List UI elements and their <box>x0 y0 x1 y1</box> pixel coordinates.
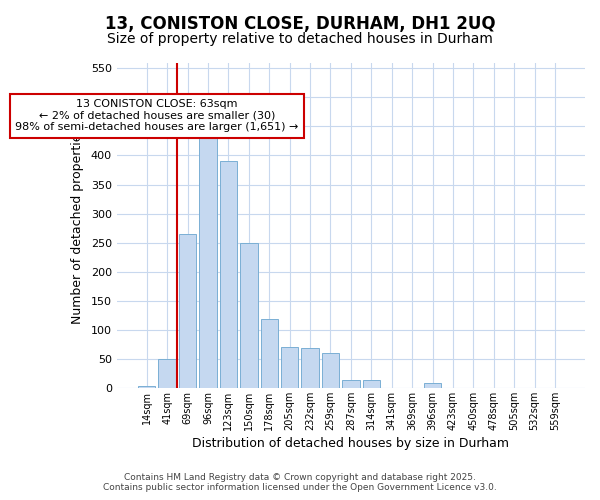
Bar <box>322 353 339 388</box>
Bar <box>179 234 196 388</box>
Bar <box>220 162 237 388</box>
Bar <box>240 242 257 388</box>
Bar <box>281 347 298 388</box>
Bar <box>301 348 319 388</box>
Text: Size of property relative to detached houses in Durham: Size of property relative to detached ho… <box>107 32 493 46</box>
Bar <box>424 384 441 388</box>
Text: Contains HM Land Registry data © Crown copyright and database right 2025.
Contai: Contains HM Land Registry data © Crown c… <box>103 473 497 492</box>
Bar <box>199 136 217 388</box>
Text: 13, CONISTON CLOSE, DURHAM, DH1 2UQ: 13, CONISTON CLOSE, DURHAM, DH1 2UQ <box>104 15 496 33</box>
Y-axis label: Number of detached properties: Number of detached properties <box>71 126 84 324</box>
Bar <box>158 359 176 388</box>
Bar <box>362 380 380 388</box>
Text: 13 CONISTON CLOSE: 63sqm
← 2% of detached houses are smaller (30)
98% of semi-de: 13 CONISTON CLOSE: 63sqm ← 2% of detache… <box>15 99 299 132</box>
Bar <box>260 320 278 388</box>
Bar <box>138 386 155 388</box>
Bar <box>342 380 359 388</box>
X-axis label: Distribution of detached houses by size in Durham: Distribution of detached houses by size … <box>193 437 509 450</box>
